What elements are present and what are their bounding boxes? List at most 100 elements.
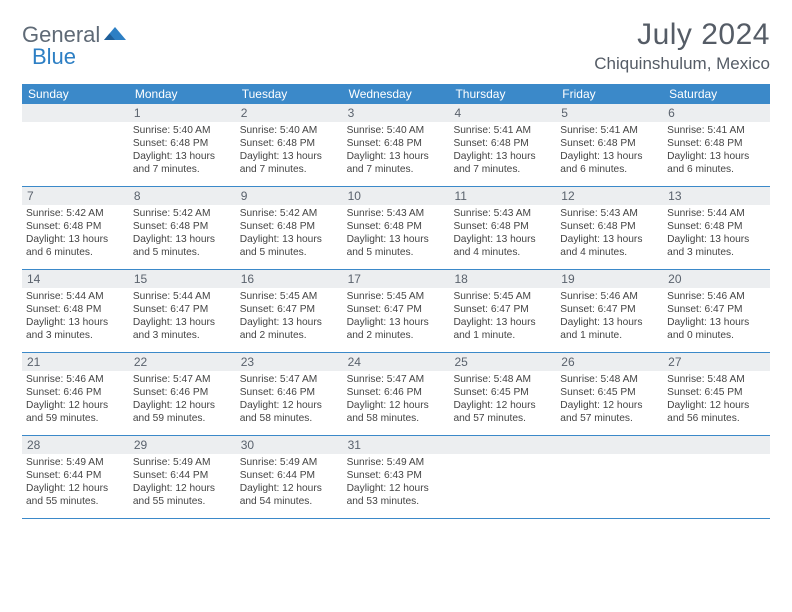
day-number: 19 (556, 270, 663, 288)
day-header: Friday (556, 84, 663, 104)
day-number: 7 (22, 187, 129, 205)
sunset-text: Sunset: 6:45 PM (667, 386, 766, 399)
sunrise-text: Sunrise: 5:43 AM (453, 207, 552, 220)
day-body: Sunrise: 5:40 AMSunset: 6:48 PMDaylight:… (343, 122, 450, 179)
daylight-text: Daylight: 12 hours and 59 minutes. (26, 399, 125, 425)
daylight-text: Daylight: 13 hours and 5 minutes. (347, 233, 446, 259)
day-cell: 11Sunrise: 5:43 AMSunset: 6:48 PMDayligh… (449, 187, 556, 269)
day-cell: 10Sunrise: 5:43 AMSunset: 6:48 PMDayligh… (343, 187, 450, 269)
sunrise-text: Sunrise: 5:40 AM (347, 124, 446, 137)
sunrise-text: Sunrise: 5:44 AM (26, 290, 125, 303)
day-number: 21 (22, 353, 129, 371)
sunrise-text: Sunrise: 5:43 AM (560, 207, 659, 220)
sunset-text: Sunset: 6:46 PM (26, 386, 125, 399)
sunrise-text: Sunrise: 5:48 AM (453, 373, 552, 386)
sunset-text: Sunset: 6:48 PM (667, 220, 766, 233)
day-cell: 3Sunrise: 5:40 AMSunset: 6:48 PMDaylight… (343, 104, 450, 186)
day-number: 22 (129, 353, 236, 371)
day-body: Sunrise: 5:40 AMSunset: 6:48 PMDaylight:… (236, 122, 343, 179)
day-number (663, 436, 770, 454)
day-number: 27 (663, 353, 770, 371)
sunrise-text: Sunrise: 5:49 AM (133, 456, 232, 469)
sunrise-text: Sunrise: 5:42 AM (240, 207, 339, 220)
day-number: 4 (449, 104, 556, 122)
day-cell: 25Sunrise: 5:48 AMSunset: 6:45 PMDayligh… (449, 353, 556, 435)
day-cell: 14Sunrise: 5:44 AMSunset: 6:48 PMDayligh… (22, 270, 129, 352)
daylight-text: Daylight: 13 hours and 7 minutes. (240, 150, 339, 176)
sunset-text: Sunset: 6:48 PM (26, 220, 125, 233)
sunset-text: Sunset: 6:48 PM (133, 220, 232, 233)
daylight-text: Daylight: 13 hours and 4 minutes. (560, 233, 659, 259)
sunset-text: Sunset: 6:44 PM (133, 469, 232, 482)
day-body: Sunrise: 5:47 AMSunset: 6:46 PMDaylight:… (343, 371, 450, 428)
logo-text-blue: Blue (32, 44, 76, 70)
day-cell: 2Sunrise: 5:40 AMSunset: 6:48 PMDaylight… (236, 104, 343, 186)
day-cell: 17Sunrise: 5:45 AMSunset: 6:47 PMDayligh… (343, 270, 450, 352)
day-body: Sunrise: 5:42 AMSunset: 6:48 PMDaylight:… (236, 205, 343, 262)
header: General July 2024 Chiquinshulum, Mexico (22, 18, 770, 74)
day-body: Sunrise: 5:46 AMSunset: 6:46 PMDaylight:… (22, 371, 129, 428)
sunrise-text: Sunrise: 5:49 AM (240, 456, 339, 469)
week-row: 21Sunrise: 5:46 AMSunset: 6:46 PMDayligh… (22, 353, 770, 436)
daylight-text: Daylight: 12 hours and 53 minutes. (347, 482, 446, 508)
day-number: 2 (236, 104, 343, 122)
sunrise-text: Sunrise: 5:46 AM (667, 290, 766, 303)
sunset-text: Sunset: 6:48 PM (347, 220, 446, 233)
day-header: Saturday (663, 84, 770, 104)
day-cell: 15Sunrise: 5:44 AMSunset: 6:47 PMDayligh… (129, 270, 236, 352)
daylight-text: Daylight: 13 hours and 5 minutes. (133, 233, 232, 259)
day-body: Sunrise: 5:45 AMSunset: 6:47 PMDaylight:… (449, 288, 556, 345)
sunset-text: Sunset: 6:47 PM (240, 303, 339, 316)
sunrise-text: Sunrise: 5:45 AM (453, 290, 552, 303)
day-cell: 29Sunrise: 5:49 AMSunset: 6:44 PMDayligh… (129, 436, 236, 518)
day-number: 30 (236, 436, 343, 454)
day-cell: 8Sunrise: 5:42 AMSunset: 6:48 PMDaylight… (129, 187, 236, 269)
logo-triangle-icon (104, 24, 126, 47)
day-body: Sunrise: 5:47 AMSunset: 6:46 PMDaylight:… (129, 371, 236, 428)
daylight-text: Daylight: 13 hours and 0 minutes. (667, 316, 766, 342)
day-body: Sunrise: 5:42 AMSunset: 6:48 PMDaylight:… (129, 205, 236, 262)
sunrise-text: Sunrise: 5:47 AM (240, 373, 339, 386)
day-cell: 12Sunrise: 5:43 AMSunset: 6:48 PMDayligh… (556, 187, 663, 269)
day-body: Sunrise: 5:44 AMSunset: 6:48 PMDaylight:… (663, 205, 770, 262)
daylight-text: Daylight: 12 hours and 59 minutes. (133, 399, 232, 425)
daylight-text: Daylight: 12 hours and 57 minutes. (453, 399, 552, 425)
day-number: 28 (22, 436, 129, 454)
day-body: Sunrise: 5:49 AMSunset: 6:43 PMDaylight:… (343, 454, 450, 511)
day-body: Sunrise: 5:43 AMSunset: 6:48 PMDaylight:… (449, 205, 556, 262)
sunset-text: Sunset: 6:45 PM (453, 386, 552, 399)
sunset-text: Sunset: 6:47 PM (560, 303, 659, 316)
day-body: Sunrise: 5:44 AMSunset: 6:48 PMDaylight:… (22, 288, 129, 345)
day-body: Sunrise: 5:49 AMSunset: 6:44 PMDaylight:… (129, 454, 236, 511)
sunset-text: Sunset: 6:48 PM (347, 137, 446, 150)
sunset-text: Sunset: 6:48 PM (26, 303, 125, 316)
sunrise-text: Sunrise: 5:49 AM (26, 456, 125, 469)
daylight-text: Daylight: 13 hours and 3 minutes. (133, 316, 232, 342)
day-number: 10 (343, 187, 450, 205)
sunset-text: Sunset: 6:48 PM (133, 137, 232, 150)
day-body: Sunrise: 5:48 AMSunset: 6:45 PMDaylight:… (449, 371, 556, 428)
day-body: Sunrise: 5:49 AMSunset: 6:44 PMDaylight:… (236, 454, 343, 511)
day-header: Wednesday (343, 84, 450, 104)
sunrise-text: Sunrise: 5:41 AM (667, 124, 766, 137)
day-body: Sunrise: 5:46 AMSunset: 6:47 PMDaylight:… (663, 288, 770, 345)
day-header: Monday (129, 84, 236, 104)
day-header: Tuesday (236, 84, 343, 104)
day-cell: 9Sunrise: 5:42 AMSunset: 6:48 PMDaylight… (236, 187, 343, 269)
day-number: 11 (449, 187, 556, 205)
sunset-text: Sunset: 6:43 PM (347, 469, 446, 482)
sunset-text: Sunset: 6:46 PM (347, 386, 446, 399)
day-body: Sunrise: 5:40 AMSunset: 6:48 PMDaylight:… (129, 122, 236, 179)
day-cell: 24Sunrise: 5:47 AMSunset: 6:46 PMDayligh… (343, 353, 450, 435)
sunset-text: Sunset: 6:46 PM (133, 386, 232, 399)
daylight-text: Daylight: 13 hours and 2 minutes. (347, 316, 446, 342)
sunrise-text: Sunrise: 5:45 AM (240, 290, 339, 303)
sunrise-text: Sunrise: 5:46 AM (26, 373, 125, 386)
day-cell: 22Sunrise: 5:47 AMSunset: 6:46 PMDayligh… (129, 353, 236, 435)
day-number (556, 436, 663, 454)
daylight-text: Daylight: 13 hours and 7 minutes. (347, 150, 446, 176)
daylight-text: Daylight: 12 hours and 55 minutes. (133, 482, 232, 508)
day-number: 23 (236, 353, 343, 371)
day-cell: 26Sunrise: 5:48 AMSunset: 6:45 PMDayligh… (556, 353, 663, 435)
day-number: 17 (343, 270, 450, 288)
